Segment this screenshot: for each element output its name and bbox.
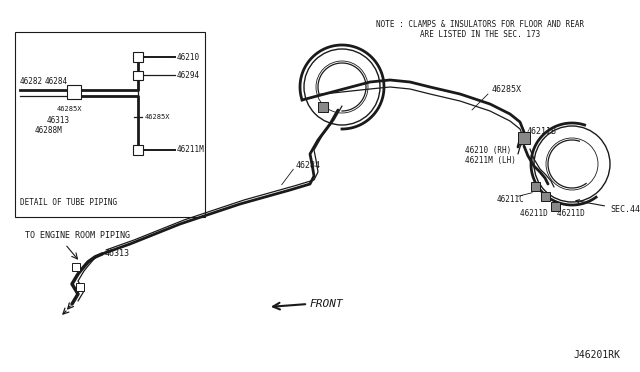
Text: 46294: 46294 (177, 71, 200, 80)
Text: TO ENGINE ROOM PIPING: TO ENGINE ROOM PIPING (25, 231, 130, 240)
Text: 46211D  46211D: 46211D 46211D (520, 209, 585, 218)
Text: 46285X: 46285X (57, 106, 83, 112)
Text: 46288M: 46288M (35, 126, 63, 135)
Text: 46313: 46313 (105, 250, 130, 259)
Text: 46285X: 46285X (492, 86, 522, 94)
Bar (133, 52, 143, 62)
Text: ARE LISTED IN THE SEC. 173: ARE LISTED IN THE SEC. 173 (420, 30, 540, 39)
Text: 46284: 46284 (296, 160, 321, 170)
Text: 46211B: 46211B (527, 128, 557, 137)
Bar (72, 263, 80, 271)
Circle shape (316, 61, 368, 113)
Circle shape (546, 138, 598, 190)
Text: 46285X: 46285X (145, 114, 170, 120)
Text: FRONT: FRONT (310, 299, 344, 309)
Text: 46211C: 46211C (497, 196, 525, 205)
Text: 46210 (RH): 46210 (RH) (465, 145, 511, 154)
Bar (67, 85, 81, 99)
Bar (15, 32, 205, 217)
Bar (518, 132, 530, 144)
Text: DETAIL OF TUBE PIPING: DETAIL OF TUBE PIPING (20, 198, 117, 207)
Bar (318, 102, 328, 112)
Text: 46211M (LH): 46211M (LH) (465, 155, 516, 164)
Text: 46313: 46313 (47, 116, 70, 125)
Text: SEC.441: SEC.441 (576, 200, 640, 215)
Bar (76, 283, 84, 291)
Bar (133, 71, 143, 80)
Bar (541, 192, 550, 201)
Text: 46284: 46284 (45, 77, 68, 86)
Circle shape (304, 49, 380, 125)
Bar (551, 202, 560, 211)
Bar (531, 182, 540, 191)
Circle shape (534, 126, 610, 202)
Text: 46211M: 46211M (177, 145, 205, 154)
Text: 46282: 46282 (20, 77, 43, 86)
Text: J46201RK: J46201RK (573, 350, 620, 360)
Bar (133, 145, 143, 155)
Text: NOTE : CLAMPS & INSULATORS FOR FLOOR AND REAR: NOTE : CLAMPS & INSULATORS FOR FLOOR AND… (376, 20, 584, 29)
Text: 46210: 46210 (177, 52, 200, 61)
